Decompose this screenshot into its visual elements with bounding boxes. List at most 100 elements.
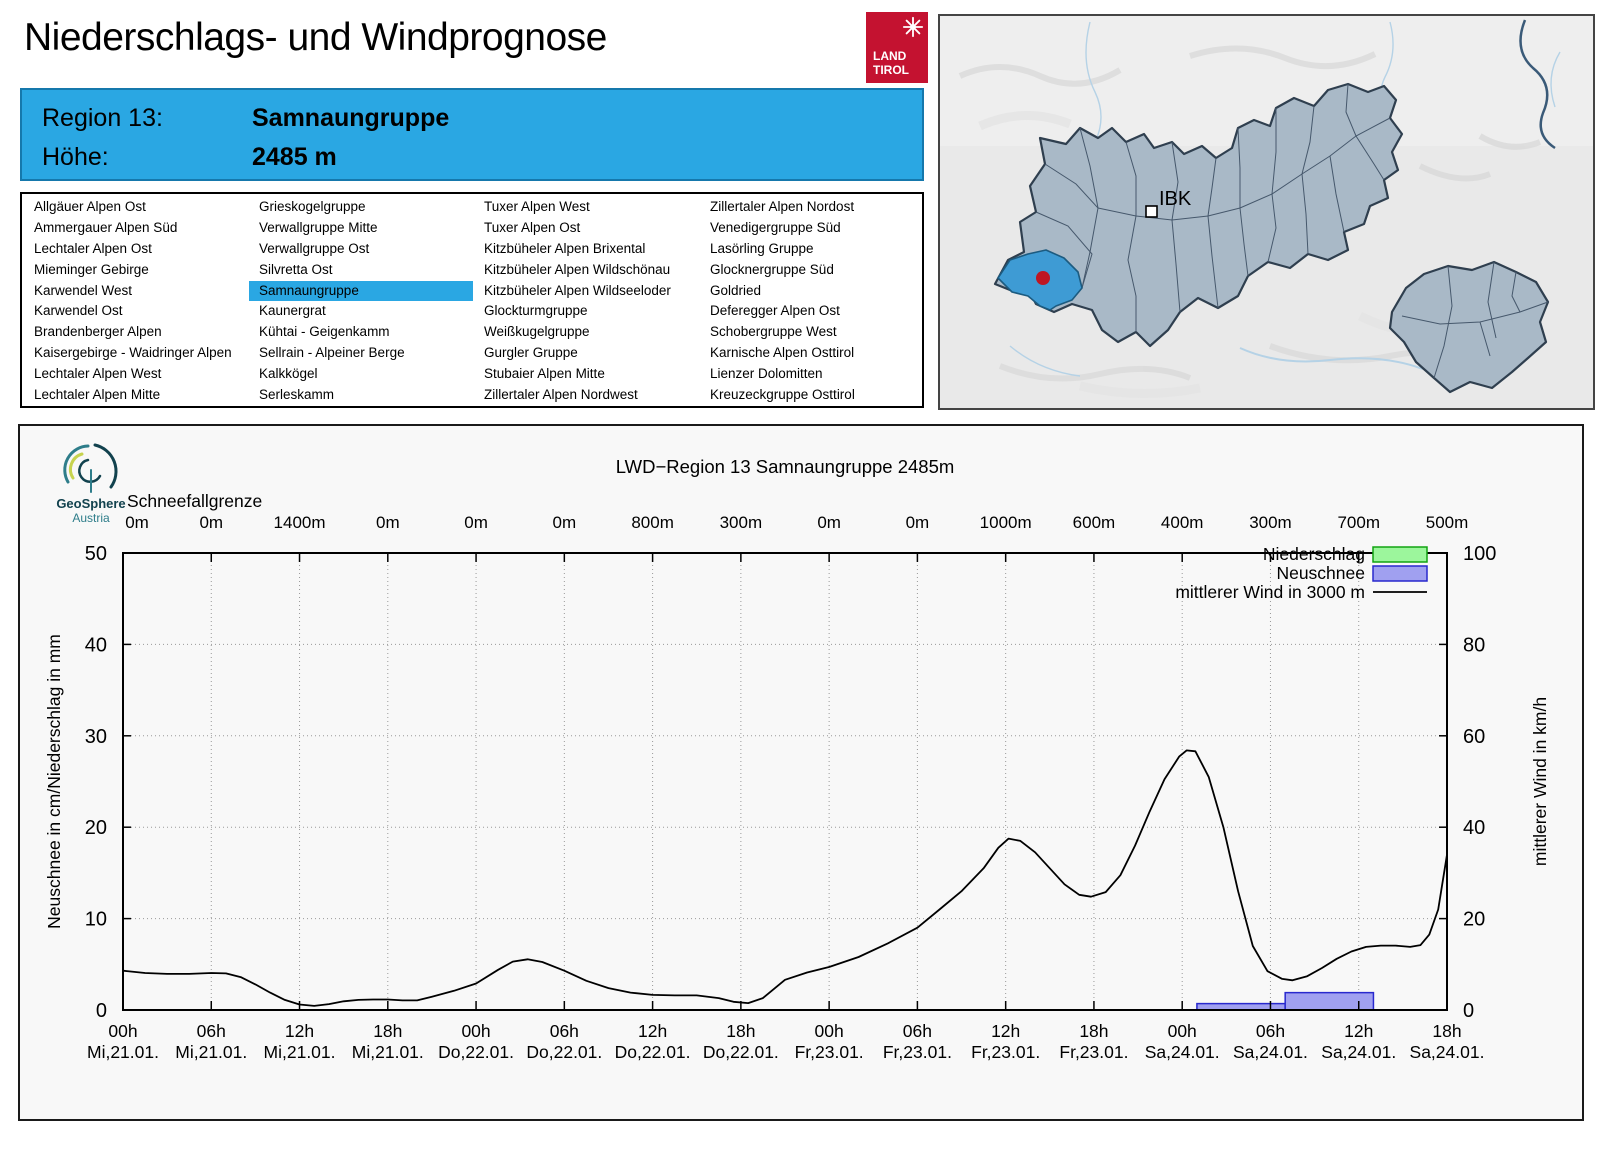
snowline-value: 1400m [274,513,326,532]
region-item[interactable]: Lechtaler Alpen West [34,366,162,382]
region-item[interactable]: Kreuzeckgruppe Osttirol [710,387,855,403]
legend-swatch [1372,546,1428,563]
region-item[interactable]: Kitzbüheler Alpen Brixental [484,240,646,256]
region-item[interactable]: Glockturmgruppe [484,303,588,319]
region-info-box: Region 13: Samnaungruppe Höhe: 2485 m [20,88,924,181]
y-right-tick: 40 [1463,817,1485,839]
neuschnee-bar [1284,991,1375,1011]
region-item[interactable]: Kühtai - Geigenkamm [259,324,390,340]
y-left-axis-title: Neuschnee in cm/Niederschlag in mm [44,634,64,929]
region-location-dot [1036,271,1050,285]
region-item[interactable]: Zillertaler Alpen Nordost [710,199,855,214]
region-item[interactable]: Kitzbüheler Alpen Wildschönau [484,261,671,277]
region-item[interactable]: Glocknergruppe Süd [710,261,834,277]
x-tick-time: 06h [550,1021,579,1041]
region-item[interactable]: Kaunergrat [259,303,326,319]
x-tick-time: 18h [1432,1021,1461,1041]
region-item[interactable]: Stubaier Alpen Mitte [484,366,605,382]
y-left-labels: 0 10 20 30 40 50 [85,543,107,1022]
legend-label: Neuschnee [1276,563,1365,583]
snowline-value: 300m [720,513,763,532]
y-left-tick: 40 [85,634,107,656]
region-item[interactable]: Gurgler Gruppe [484,345,578,361]
river-dark [1519,19,1556,150]
region-item[interactable]: Schobergruppe West [710,324,837,340]
region-item[interactable]: Mieminger Gebirge [34,261,149,277]
x-tick-time: 18h [1079,1021,1108,1041]
region-item[interactable]: Grieskogelgruppe [259,199,366,214]
y-right-tick: 20 [1463,909,1485,931]
region-item[interactable]: Serleskamm [259,387,335,403]
region-item[interactable]: Karwendel Ost [34,303,123,319]
region-item[interactable]: Kalkkögel [259,366,318,382]
x-tick-time: 06h [1256,1021,1285,1041]
region-item[interactable]: Deferegger Alpen Ost [710,303,840,319]
snowline-values: 0m 0m 1400m 0m 0m 0m 800m 300m 0m 0m 1000m 600m 400m… [125,513,1468,532]
tirol-eagle-icon [902,16,924,38]
region-value: Samnaungruppe [252,104,450,132]
geosphere-country: Austria [72,511,110,525]
region-item[interactable]: Weißkugelgruppe [484,324,590,340]
snowline-value: 0m [376,513,400,532]
x-tick-time: 00h [108,1021,137,1041]
region-row: Region 13: Samnaungruppe [42,104,449,133]
region-item[interactable]: Brandenberger Alpen [34,324,162,340]
snowline-value: 300m [1249,513,1292,532]
region-item[interactable]: Kitzbüheler Alpen Wildseeloder [484,282,671,298]
y-right-axis-title: mittlerer Wind in km/h [1530,697,1550,866]
neuschnee-bars [1196,991,1375,1011]
altitude-label: Höhe: [42,143,109,171]
region-item[interactable]: Verwallgruppe Ost [259,240,370,256]
tirol-map: IBK [938,14,1595,410]
region-item[interactable]: Kaisergebirge - Waidringer Alpen [34,345,232,361]
region-item[interactable]: Karwendel West [34,282,133,298]
x-tick-date: Do,22.01. [526,1042,602,1062]
forecast-chart-panel: GeoSphere Austria LWD−Region 13 Samnaung… [18,424,1584,1121]
tick-marks [122,553,1448,1010]
y-right-tick: 100 [1463,543,1496,565]
region-item[interactable]: Lechtaler Alpen Ost [34,240,152,256]
x-tick-date: Mi,21.01. [264,1042,336,1062]
ibk-marker [1145,205,1158,218]
region-item[interactable]: Allgäuer Alpen Ost [34,199,146,214]
legend-label: mittlerer Wind in 3000 m [1175,582,1365,602]
region-item[interactable]: Tuxer Alpen Ost [484,219,581,235]
y-right-tick: 80 [1463,634,1485,656]
region-item-selected[interactable]: Samnaungruppe [249,280,473,302]
region-column-4: Zillertaler Alpen Nordost Venedigergruppe… [700,197,924,406]
x-tick-date: Fr,23.01. [883,1042,952,1062]
x-tick-date: Fr,23.01. [795,1042,864,1062]
region-item[interactable]: Sellrain - Alpeiner Berge [259,345,405,361]
x-tick-time: 00h [1168,1021,1197,1041]
x-tick-time: 00h [461,1021,490,1041]
region-item[interactable]: Lasörling Gruppe [710,240,814,256]
geosphere-logo: GeoSphere Austria [48,440,134,532]
region-list: Allgäuer Alpen Ost Ammergauer Alpen Süd Le… [20,192,924,408]
region-item[interactable]: Verwallgruppe Mitte [259,219,378,235]
region-label: Region 13: [42,104,163,132]
region-item[interactable]: Lienzer Dolomitten [710,366,823,382]
snowline-value: 400m [1161,513,1204,532]
region-item[interactable]: Zillertaler Alpen Nordwest [484,387,638,403]
x-tick-time: 12h [1344,1021,1373,1041]
snowline-value: 0m [125,513,149,532]
region-item[interactable]: Venedigergruppe Süd [710,219,841,235]
gridlines [123,553,1447,1010]
region-item[interactable]: Karnische Alpen Osttirol [710,345,855,361]
snowline-value: 0m [553,513,577,532]
region-item[interactable]: Tuxer Alpen West [484,199,590,214]
region-item[interactable]: Silvretta Ost [259,261,333,277]
plot-border [122,552,1448,1011]
x-tick-date: Sa,24.01. [1321,1042,1396,1062]
geosphere-swirl-icon [63,443,118,493]
altitude-row: Höhe: 2485 m [42,143,337,172]
region-item[interactable]: Ammergauer Alpen Süd [34,219,178,235]
land-tirol-logo-text: LAND TIROL [873,49,909,78]
region-item[interactable]: Goldried [710,282,762,298]
tirol-map-svg: IBK [940,16,1593,408]
wind-line [122,749,1448,1007]
snowline-value: 700m [1337,513,1380,532]
x-tick-time: 12h [638,1021,667,1041]
snowline-value: 600m [1073,513,1116,532]
region-item[interactable]: Lechtaler Alpen Mitte [34,387,161,403]
